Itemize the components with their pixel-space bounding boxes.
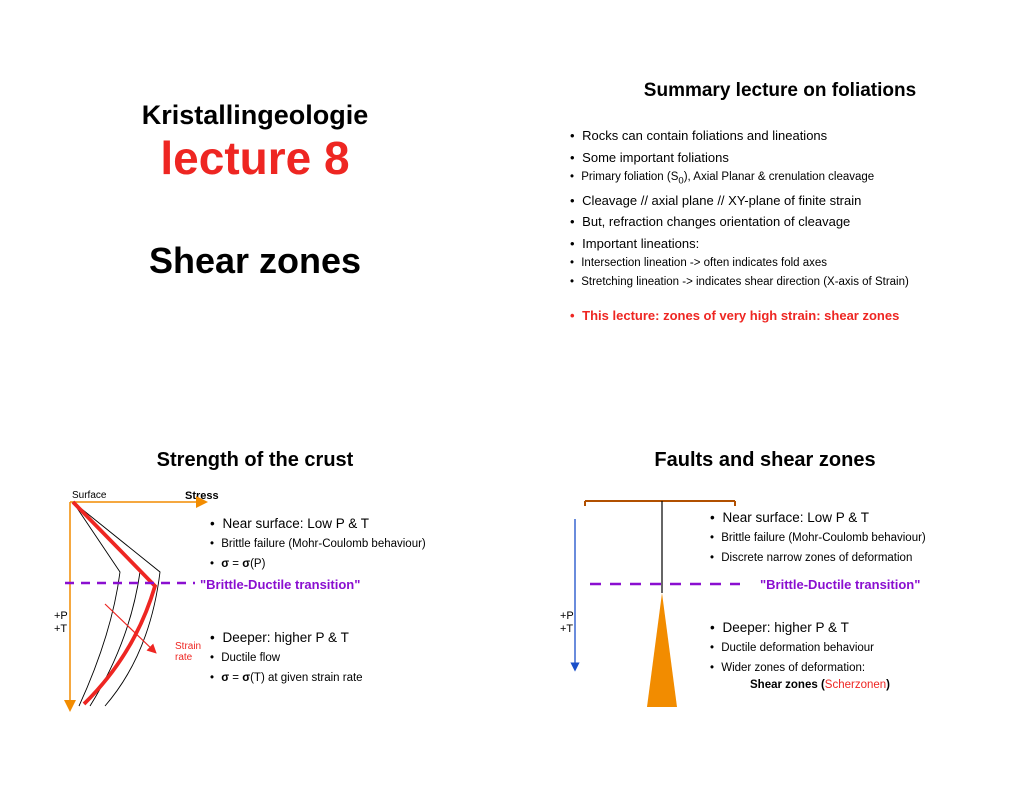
list-item: Near surface: Low P & T (210, 514, 485, 534)
bdt-label: "Brittle-Ductile transition" (760, 577, 920, 592)
summary-list: Rocks can contain foliations and lineati… (570, 126, 990, 292)
slide-title: Kristallingeologie lecture 8 Shear zones (0, 0, 510, 394)
temperature-label: +T (54, 623, 67, 635)
list-item: Wider zones of deformation: (710, 660, 1000, 677)
list-item: Brittle failure (Mohr-Coulomb behaviour) (210, 536, 485, 553)
list-item: Stretching lineation -> indicates shear … (570, 274, 990, 291)
pressure-label: +P (54, 610, 68, 622)
highlight-text: This lecture: zones of very high strain:… (570, 306, 990, 326)
section-title: Strength of the crust (0, 394, 510, 472)
sz-b: Scherzonen (825, 679, 886, 691)
list-item: Intersection lineation -> often indicate… (570, 255, 990, 272)
sz-a: Shear zones ( (750, 679, 825, 691)
temperature-label: +T (560, 623, 573, 635)
slide-faults-shearzones: Faults and shear zones +P +T "Brittle-Du… (510, 394, 1020, 788)
slide-summary: Summary lecture on foliations Rocks can … (510, 0, 1020, 394)
upper-text-block: Near surface: Low P & T Brittle failure … (210, 512, 485, 575)
lecture-number: lecture 8 (0, 131, 510, 185)
list-item-text: Primary foliation (S0), Axial Planar & c… (581, 171, 874, 183)
list-item: Ductile flow (210, 650, 485, 667)
list-item: Important lineations: (570, 234, 990, 254)
slide-strength-crust: Strength of the crust Surface Stress Str… (0, 394, 510, 788)
section-title: Faults and shear zones (510, 394, 1020, 472)
list-item: σ = σ(P) (210, 556, 485, 573)
list-item: Cleavage // axial plane // XY-plane of f… (570, 191, 990, 211)
lecture-topic: Shear zones (0, 240, 510, 282)
strain-rate-label: Strainrate (175, 641, 201, 663)
list-item: Discrete narrow zones of deformation (710, 550, 1000, 567)
list-item: Primary foliation (S0), Axial Planar & c… (570, 169, 990, 189)
list-item: Rocks can contain foliations and lineati… (570, 126, 990, 146)
list-item: σ = σ(T) at given strain rate (210, 670, 485, 687)
list-item: Ductile deformation behaviour (710, 640, 1000, 657)
list-item: But, refraction changes orientation of c… (570, 212, 990, 232)
shear-zone-line: Shear zones (Scherzonen) (750, 679, 1000, 691)
lower-text-block: Deeper: higher P & T Ductile deformation… (710, 616, 1000, 691)
list-item: Deeper: higher P & T (210, 628, 485, 648)
list-item: Brittle failure (Mohr-Coulomb behaviour) (710, 530, 1000, 547)
summary-highlight: This lecture: zones of very high strain:… (570, 306, 990, 326)
course-title: Kristallingeologie (0, 100, 510, 131)
pressure-label: +P (560, 610, 574, 622)
summary-title: Summary lecture on foliations (570, 80, 990, 102)
list-item: Deeper: higher P & T (710, 618, 1000, 638)
sz-c: ) (886, 679, 890, 691)
list-item: Some important foliations (570, 148, 990, 168)
bdt-label: "Brittle-Ductile transition" (200, 577, 360, 592)
list-item: Near surface: Low P & T (710, 508, 1000, 528)
lower-text-block: Deeper: higher P & T Ductile flow σ = σ(… (210, 626, 485, 689)
upper-text-block: Near surface: Low P & T Brittle failure … (710, 506, 1000, 569)
